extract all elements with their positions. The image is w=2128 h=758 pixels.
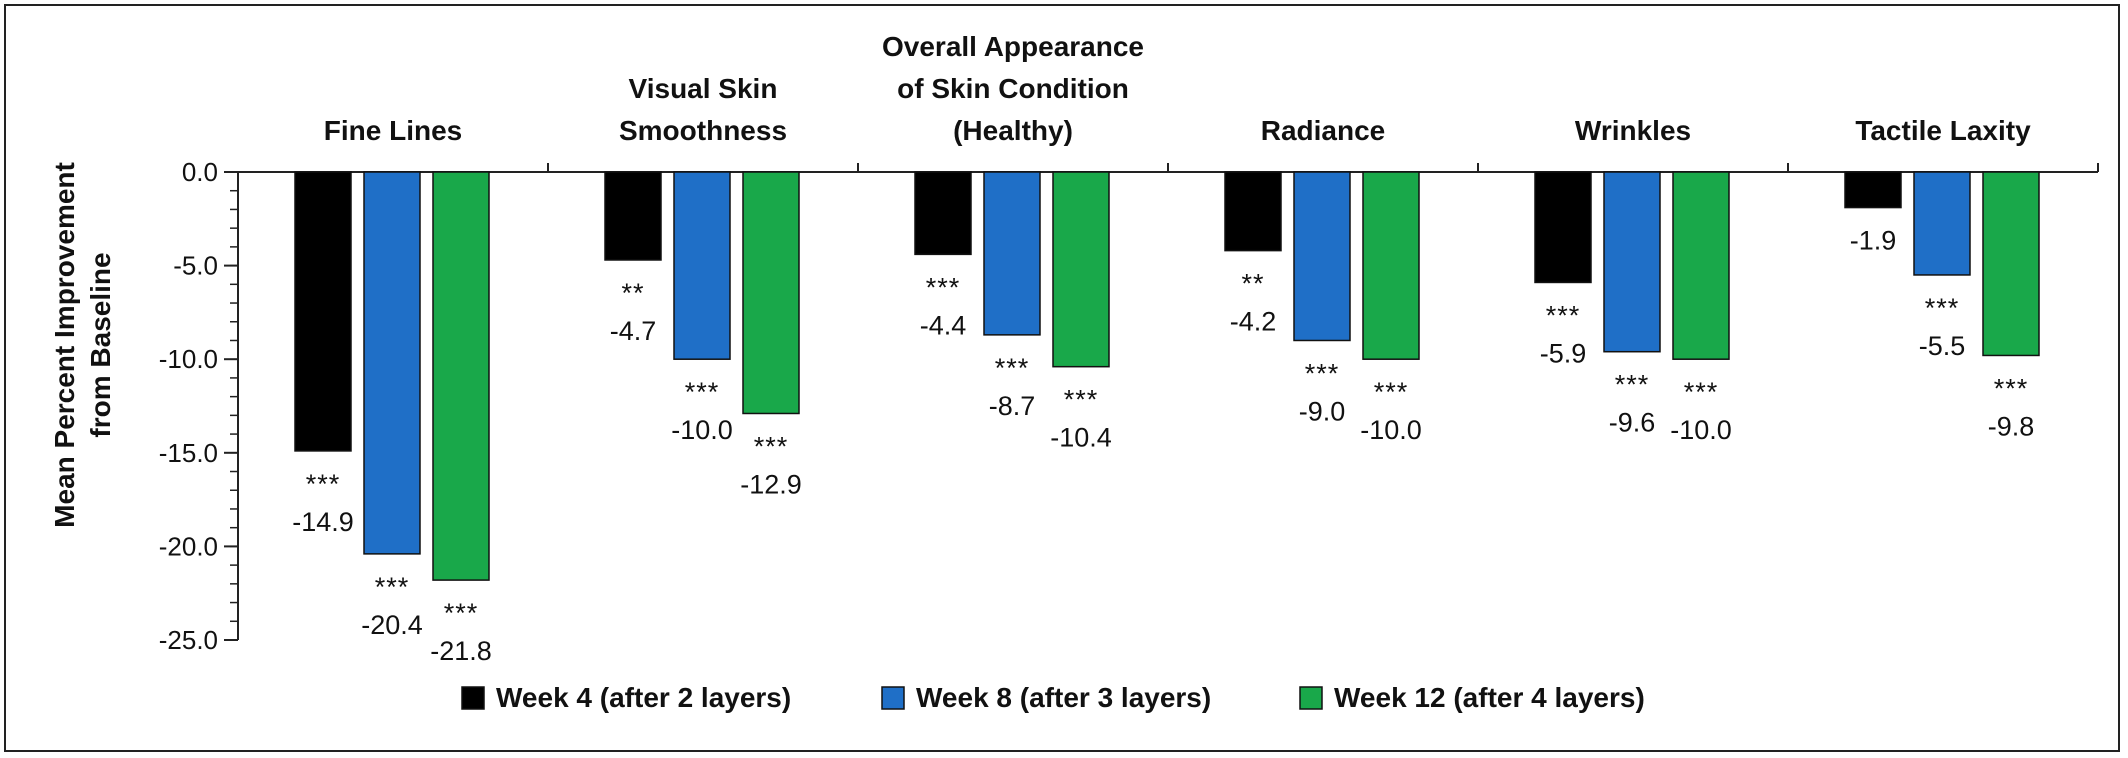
data-label: -4.7 [610, 316, 657, 346]
category-label: Visual Skin [629, 73, 778, 104]
significance-marker: *** [1684, 377, 1719, 407]
data-label: -10.0 [1670, 415, 1732, 445]
significance-marker: *** [685, 377, 720, 407]
bar [1913, 171, 1971, 276]
category-label: Smoothness [619, 115, 787, 146]
significance-marker: ** [1241, 269, 1264, 299]
data-label: -9.8 [1988, 411, 2035, 441]
category-label: Radiance [1261, 115, 1386, 146]
y-tick-label: -15.0 [159, 438, 218, 468]
legend-swatch [461, 686, 485, 710]
data-label: -9.6 [1609, 408, 1656, 438]
bar [1603, 171, 1661, 353]
significance-marker: *** [306, 469, 341, 499]
bar [1224, 171, 1282, 252]
bar [604, 171, 662, 261]
bar [1293, 171, 1351, 342]
y-tick-label: -5.0 [173, 251, 218, 281]
data-label: -4.4 [920, 310, 967, 340]
bar [673, 171, 731, 360]
bar [1534, 171, 1592, 284]
data-label: -21.8 [430, 636, 492, 666]
data-label: -1.9 [1850, 226, 1897, 256]
data-label: -10.0 [671, 415, 733, 445]
bar [294, 171, 352, 452]
category-label: Overall Appearance [882, 31, 1144, 62]
data-label: -20.4 [361, 610, 423, 640]
bar [432, 171, 490, 581]
significance-marker: *** [1546, 300, 1581, 330]
significance-marker: *** [926, 272, 961, 302]
y-axis-title: Mean Percent Improvement [49, 162, 80, 528]
significance-marker: *** [1615, 370, 1650, 400]
bar [1052, 171, 1110, 368]
data-label: -14.9 [292, 507, 354, 537]
category-label: Tactile Laxity [1855, 115, 2031, 146]
data-label: -12.9 [740, 469, 802, 499]
legend-entry: Week 12 (after 4 layers) [1334, 682, 1645, 713]
legend-swatch [1299, 686, 1323, 710]
category-label: (Healthy) [953, 115, 1073, 146]
data-label: -9.0 [1299, 396, 1346, 426]
significance-marker: *** [1305, 358, 1340, 388]
bar [1844, 171, 1902, 209]
data-label: -10.4 [1050, 423, 1112, 453]
significance-marker: *** [1925, 293, 1960, 323]
legend-entry: Week 8 (after 3 layers) [916, 682, 1211, 713]
bar [1362, 171, 1420, 360]
y-tick-label: -20.0 [159, 531, 218, 561]
significance-marker: *** [1994, 373, 2029, 403]
bar [742, 171, 800, 415]
data-label: -10.0 [1360, 415, 1422, 445]
bar [1982, 171, 2040, 357]
data-label: -4.2 [1230, 307, 1277, 337]
legend-entry: Week 4 (after 2 layers) [496, 682, 791, 713]
significance-marker: *** [1064, 385, 1099, 415]
y-axis-title: from Baseline [85, 252, 116, 437]
y-tick-label: -10.0 [159, 344, 218, 374]
significance-marker: *** [444, 598, 479, 628]
significance-marker: *** [1374, 377, 1409, 407]
significance-marker: *** [375, 572, 410, 602]
y-tick-label: -25.0 [159, 625, 218, 655]
significance-marker: *** [995, 353, 1030, 383]
legend-swatch [881, 686, 905, 710]
bar [983, 171, 1041, 336]
y-tick-label: 0.0 [182, 157, 218, 187]
chart-frame [4, 4, 2120, 752]
data-label: -8.7 [989, 391, 1036, 421]
bar [1672, 171, 1730, 360]
data-label: -5.5 [1919, 331, 1966, 361]
category-label: of Skin Condition [897, 73, 1129, 104]
significance-marker: *** [754, 431, 789, 461]
bar [363, 171, 421, 555]
category-label: Fine Lines [324, 115, 462, 146]
category-label: Wrinkles [1575, 115, 1691, 146]
data-label: -5.9 [1540, 338, 1587, 368]
bar [914, 171, 972, 256]
significance-marker: ** [621, 278, 644, 308]
